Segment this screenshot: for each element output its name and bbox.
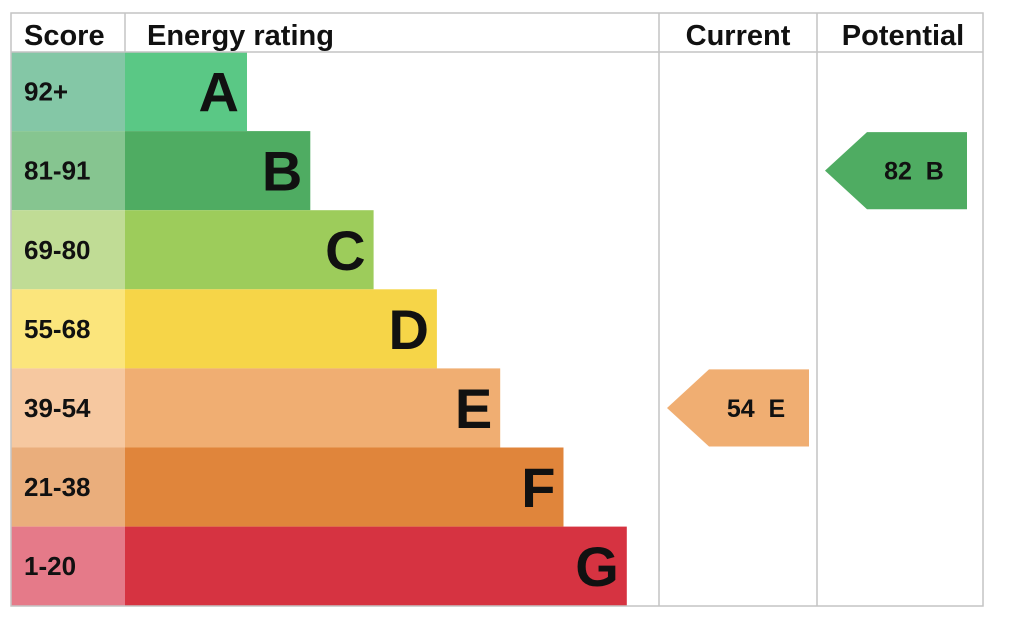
potential-header: Potential xyxy=(842,20,964,52)
score-cell-g xyxy=(11,526,125,606)
score-range-d: 55-68 xyxy=(24,314,91,344)
band-bar-d xyxy=(125,289,437,369)
band-letter-e: E xyxy=(455,377,492,440)
potential-rating-label: 82 B xyxy=(884,158,944,186)
band-letter-g: G xyxy=(575,535,619,598)
band-letter-f: F xyxy=(521,456,555,519)
score-range-g: 1-20 xyxy=(24,551,76,581)
band-bar-e xyxy=(125,368,501,448)
energy-rating-header: Energy rating xyxy=(147,20,334,52)
score-cell-a xyxy=(11,52,125,132)
score-cell-c xyxy=(11,210,125,290)
current-rating-arrow xyxy=(667,369,809,447)
band-letter-b: B xyxy=(262,140,302,203)
score-cell-b xyxy=(11,131,125,211)
header-row: Score Energy rating Current Potential xyxy=(24,20,964,52)
score-range-c: 69-80 xyxy=(24,235,91,265)
band-letter-a: A xyxy=(199,61,239,124)
current-rating-label: 54 E xyxy=(727,395,785,423)
score-range-e: 39-54 xyxy=(24,393,91,423)
band-letter-d: D xyxy=(388,298,428,361)
band-bar-b xyxy=(125,131,311,211)
grid-layer xyxy=(10,12,984,607)
score-cell-f xyxy=(11,447,125,527)
current-header: Current xyxy=(686,20,791,52)
potential-rating-arrow xyxy=(825,132,967,210)
band-bar-g xyxy=(125,526,627,606)
band-bar-c xyxy=(125,210,374,290)
markers-layer: 54 E 82 B xyxy=(667,132,967,447)
score-range-a: 92+ xyxy=(24,77,68,107)
band-letter-c: C xyxy=(325,219,365,282)
score-range-f: 21-38 xyxy=(24,472,91,502)
bands-layer: 92+ A 81-91 B 69-80 C 55-68 D 39-54 E 21-38 F 1-20 G xyxy=(11,52,627,606)
score-cell-e xyxy=(11,368,125,448)
score-header: Score xyxy=(24,20,105,52)
score-range-b: 81-91 xyxy=(24,156,91,186)
score-cell-d xyxy=(11,289,125,369)
band-bar-f xyxy=(125,447,564,527)
band-bar-a xyxy=(125,52,247,132)
